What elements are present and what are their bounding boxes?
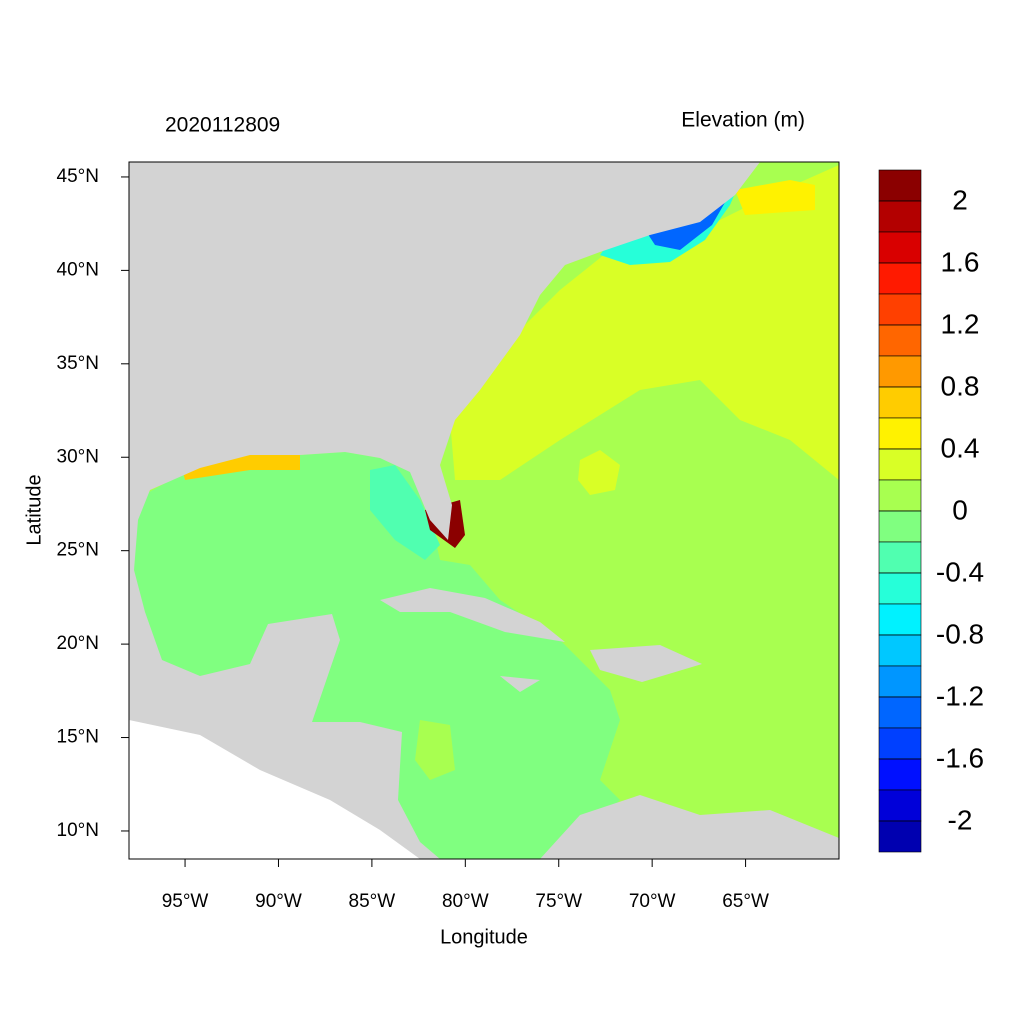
x-tick-label: 95°W bbox=[162, 891, 209, 912]
x-tick-label: 65°W bbox=[722, 891, 769, 912]
y-tick-label: 15°N bbox=[57, 727, 99, 748]
y-tick-label: 45°N bbox=[57, 166, 99, 187]
colorbar-box bbox=[878, 262, 922, 295]
colorbar-box bbox=[878, 541, 922, 574]
colorbar-box bbox=[878, 200, 922, 233]
x-tick-label: 85°W bbox=[349, 891, 396, 912]
colorbar-box bbox=[878, 820, 922, 853]
land-south-america bbox=[540, 795, 839, 859]
colorbar-label: 0.8 bbox=[941, 370, 980, 401]
cuba bbox=[380, 588, 565, 642]
x-tick-label: 75°W bbox=[535, 891, 582, 912]
axes: 95°W 90°W 85°W 80°W 75°W 70°W 65°W 10°N 15°N 20°N… bbox=[57, 166, 769, 912]
colorbar-box bbox=[878, 169, 922, 202]
colorbar-label: 0.4 bbox=[941, 432, 980, 463]
colorbar-box bbox=[878, 758, 922, 791]
colorbar-label: -2 bbox=[948, 804, 973, 835]
colorbar-box bbox=[878, 727, 922, 760]
elevation-field bbox=[129, 162, 839, 859]
land-north-america bbox=[129, 162, 760, 859]
colorbar-label: -0.4 bbox=[936, 556, 984, 587]
colorbar-label: 1.2 bbox=[941, 308, 980, 339]
pacific bbox=[129, 720, 420, 859]
colorbar-box bbox=[878, 355, 922, 388]
chart-subtitle: Elevation (m) bbox=[681, 109, 805, 132]
colorbar-box bbox=[878, 293, 922, 326]
atlantic-patch bbox=[578, 450, 620, 495]
colorbar-label: -0.8 bbox=[936, 618, 984, 649]
x-axis-title: Longitude bbox=[440, 926, 528, 948]
florida-shelf bbox=[370, 465, 440, 560]
scotian-shelf bbox=[735, 180, 815, 215]
colorbar-box bbox=[878, 448, 922, 481]
colorbar: 2 1.6 1.2 0.8 0.4 0 -0.4 -0.8 -1.2 -1.6 -2 bbox=[878, 169, 984, 853]
y-tick-label: 40°N bbox=[57, 259, 99, 280]
colorbar-box bbox=[878, 510, 922, 543]
y-axis-title: Latitude bbox=[23, 474, 45, 545]
jamaica bbox=[500, 676, 540, 692]
colorbar-box bbox=[878, 789, 922, 822]
colorbar-box bbox=[878, 417, 922, 450]
colorbar-label: 2 bbox=[952, 184, 968, 215]
colorbar-box bbox=[878, 634, 922, 667]
colorbar-box bbox=[878, 324, 922, 357]
colorbar-box bbox=[878, 572, 922, 605]
plot-frame bbox=[128, 161, 840, 860]
colorbar-box bbox=[878, 603, 922, 636]
colorbar-box bbox=[878, 231, 922, 264]
colorbar-box bbox=[878, 696, 922, 729]
colorbar-label: -1.2 bbox=[936, 680, 984, 711]
colorbar-box bbox=[878, 665, 922, 698]
x-tick-label: 90°W bbox=[255, 891, 302, 912]
colorbar-label: 1.6 bbox=[941, 246, 980, 277]
colorbar-label: -1.6 bbox=[936, 742, 984, 773]
x-tick-label: 70°W bbox=[629, 891, 676, 912]
y-tick-label: 30°N bbox=[57, 446, 99, 467]
colorbar-label: 0 bbox=[952, 494, 968, 525]
y-tick-label: 20°N bbox=[57, 633, 99, 654]
y-tick-label: 35°N bbox=[57, 353, 99, 374]
colorbar-box bbox=[878, 386, 922, 419]
chart-title: 2020112809 bbox=[165, 114, 280, 137]
y-tick-label: 10°N bbox=[57, 820, 99, 841]
x-tick-label: 80°W bbox=[442, 891, 489, 912]
y-tick-label: 25°N bbox=[57, 540, 99, 561]
shelf-patch bbox=[415, 720, 455, 780]
atlantic-high bbox=[450, 165, 839, 480]
hispaniola bbox=[590, 645, 702, 682]
colorbar-box bbox=[878, 479, 922, 512]
